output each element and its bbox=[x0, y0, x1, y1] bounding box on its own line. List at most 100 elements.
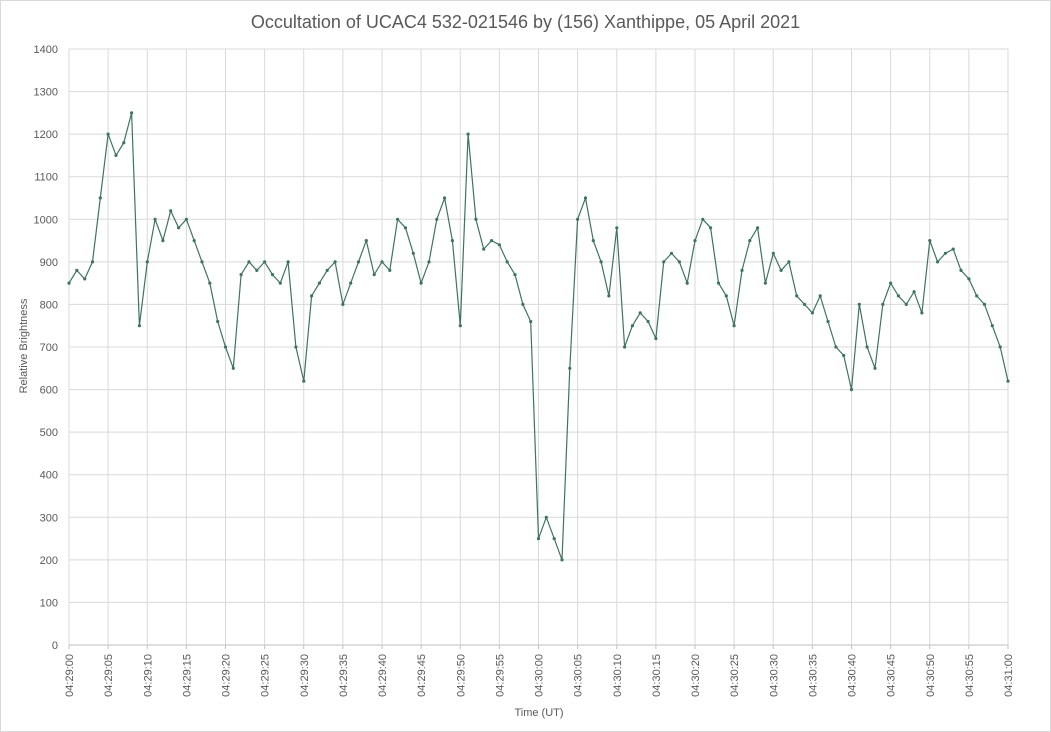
data-point bbox=[380, 260, 384, 264]
y-tick-label: 100 bbox=[40, 597, 58, 609]
x-tick-label: 04:29:25 bbox=[260, 654, 272, 697]
data-point bbox=[396, 217, 400, 221]
y-tick-label: 400 bbox=[40, 470, 58, 482]
data-point bbox=[1006, 379, 1010, 383]
data-point bbox=[333, 260, 337, 264]
data-point bbox=[951, 247, 955, 251]
data-point bbox=[513, 273, 517, 277]
y-axis-ticks: 0 100 200 300 400 500 600 700 800 900 1000 1100 1200… bbox=[34, 44, 58, 652]
data-point bbox=[67, 281, 71, 285]
data-point bbox=[137, 324, 141, 328]
data-point bbox=[505, 260, 509, 264]
data-point bbox=[795, 294, 799, 298]
data-point bbox=[943, 251, 948, 255]
y-tick-label: 900 bbox=[40, 257, 58, 269]
data-point bbox=[106, 132, 110, 136]
y-tick-label: 300 bbox=[40, 512, 58, 524]
data-point bbox=[521, 302, 525, 306]
x-tick-label: 04:29:40 bbox=[377, 654, 389, 697]
data-point bbox=[255, 268, 259, 272]
x-tick-label: 04:30:40 bbox=[847, 654, 859, 697]
data-point bbox=[701, 217, 705, 221]
data-point bbox=[239, 273, 243, 277]
data-point bbox=[732, 324, 736, 328]
data-point bbox=[263, 260, 267, 264]
data-point bbox=[568, 366, 572, 370]
data-point bbox=[435, 217, 439, 221]
data-point bbox=[302, 379, 306, 383]
x-tick-label: 04:30:15 bbox=[651, 654, 663, 697]
x-tick-label: 04:29:15 bbox=[181, 654, 193, 697]
x-tick-label: 04:29:20 bbox=[221, 654, 233, 697]
x-tick-label: 04:30:00 bbox=[534, 654, 546, 697]
data-point bbox=[716, 281, 721, 285]
data-point bbox=[982, 302, 987, 306]
data-point bbox=[959, 268, 963, 272]
data-point bbox=[560, 558, 564, 562]
x-tick-label: 04:30:05 bbox=[573, 654, 585, 697]
data-point bbox=[403, 226, 408, 230]
data-point bbox=[771, 251, 775, 255]
data-point bbox=[90, 260, 95, 264]
data-point bbox=[270, 273, 275, 277]
y-axis-title: Relative Brightness bbox=[18, 298, 30, 393]
data-point bbox=[443, 196, 447, 200]
data-point bbox=[169, 209, 173, 213]
data-point bbox=[709, 226, 713, 230]
data-point bbox=[200, 260, 204, 264]
data-point bbox=[223, 345, 228, 349]
data-point bbox=[936, 260, 940, 264]
data-point bbox=[356, 260, 361, 264]
x-tick-label: 04:30:35 bbox=[807, 654, 819, 697]
data-point bbox=[662, 260, 666, 264]
data-point bbox=[310, 294, 314, 298]
data-point bbox=[419, 281, 423, 285]
data-point bbox=[536, 537, 541, 541]
data-point bbox=[623, 345, 627, 349]
data-point bbox=[990, 324, 994, 328]
data-point bbox=[294, 345, 298, 349]
x-tick-label: 04:30:45 bbox=[886, 654, 898, 697]
data-point bbox=[654, 336, 658, 341]
series-layer bbox=[67, 111, 1010, 562]
data-point bbox=[388, 268, 392, 272]
y-tick-label: 1100 bbox=[34, 172, 58, 184]
data-point bbox=[364, 239, 368, 243]
data-point bbox=[411, 251, 415, 255]
x-tick-label: 04:29:50 bbox=[455, 654, 467, 697]
data-point bbox=[75, 268, 79, 272]
data-point bbox=[474, 217, 478, 221]
data-point bbox=[278, 281, 282, 285]
data-point bbox=[904, 302, 908, 306]
data-point bbox=[153, 217, 157, 221]
data-point bbox=[427, 260, 431, 264]
y-tick-label: 1400 bbox=[34, 44, 58, 56]
data-point bbox=[967, 277, 971, 281]
data-point bbox=[748, 239, 752, 243]
x-tick-label: 04:30:25 bbox=[729, 654, 741, 697]
data-point bbox=[896, 294, 901, 298]
data-point bbox=[834, 345, 838, 349]
data-point bbox=[231, 366, 235, 370]
data-point bbox=[286, 260, 290, 264]
y-tick-label: 1000 bbox=[34, 214, 58, 226]
data-point bbox=[630, 324, 635, 328]
data-point bbox=[372, 273, 376, 277]
x-tick-label: 04:29:10 bbox=[142, 654, 154, 697]
data-point bbox=[849, 388, 854, 392]
data-point bbox=[583, 196, 588, 200]
data-point bbox=[130, 111, 134, 115]
data-point bbox=[818, 294, 822, 298]
data-point bbox=[161, 239, 165, 243]
data-point bbox=[669, 251, 674, 255]
data-point bbox=[114, 153, 118, 157]
data-point bbox=[724, 294, 728, 298]
data-point bbox=[787, 260, 791, 264]
data-point bbox=[576, 217, 580, 221]
data-point bbox=[552, 537, 556, 541]
data-point bbox=[873, 366, 877, 370]
data-point bbox=[544, 515, 548, 519]
data-point bbox=[693, 239, 697, 243]
data-point bbox=[216, 319, 220, 324]
